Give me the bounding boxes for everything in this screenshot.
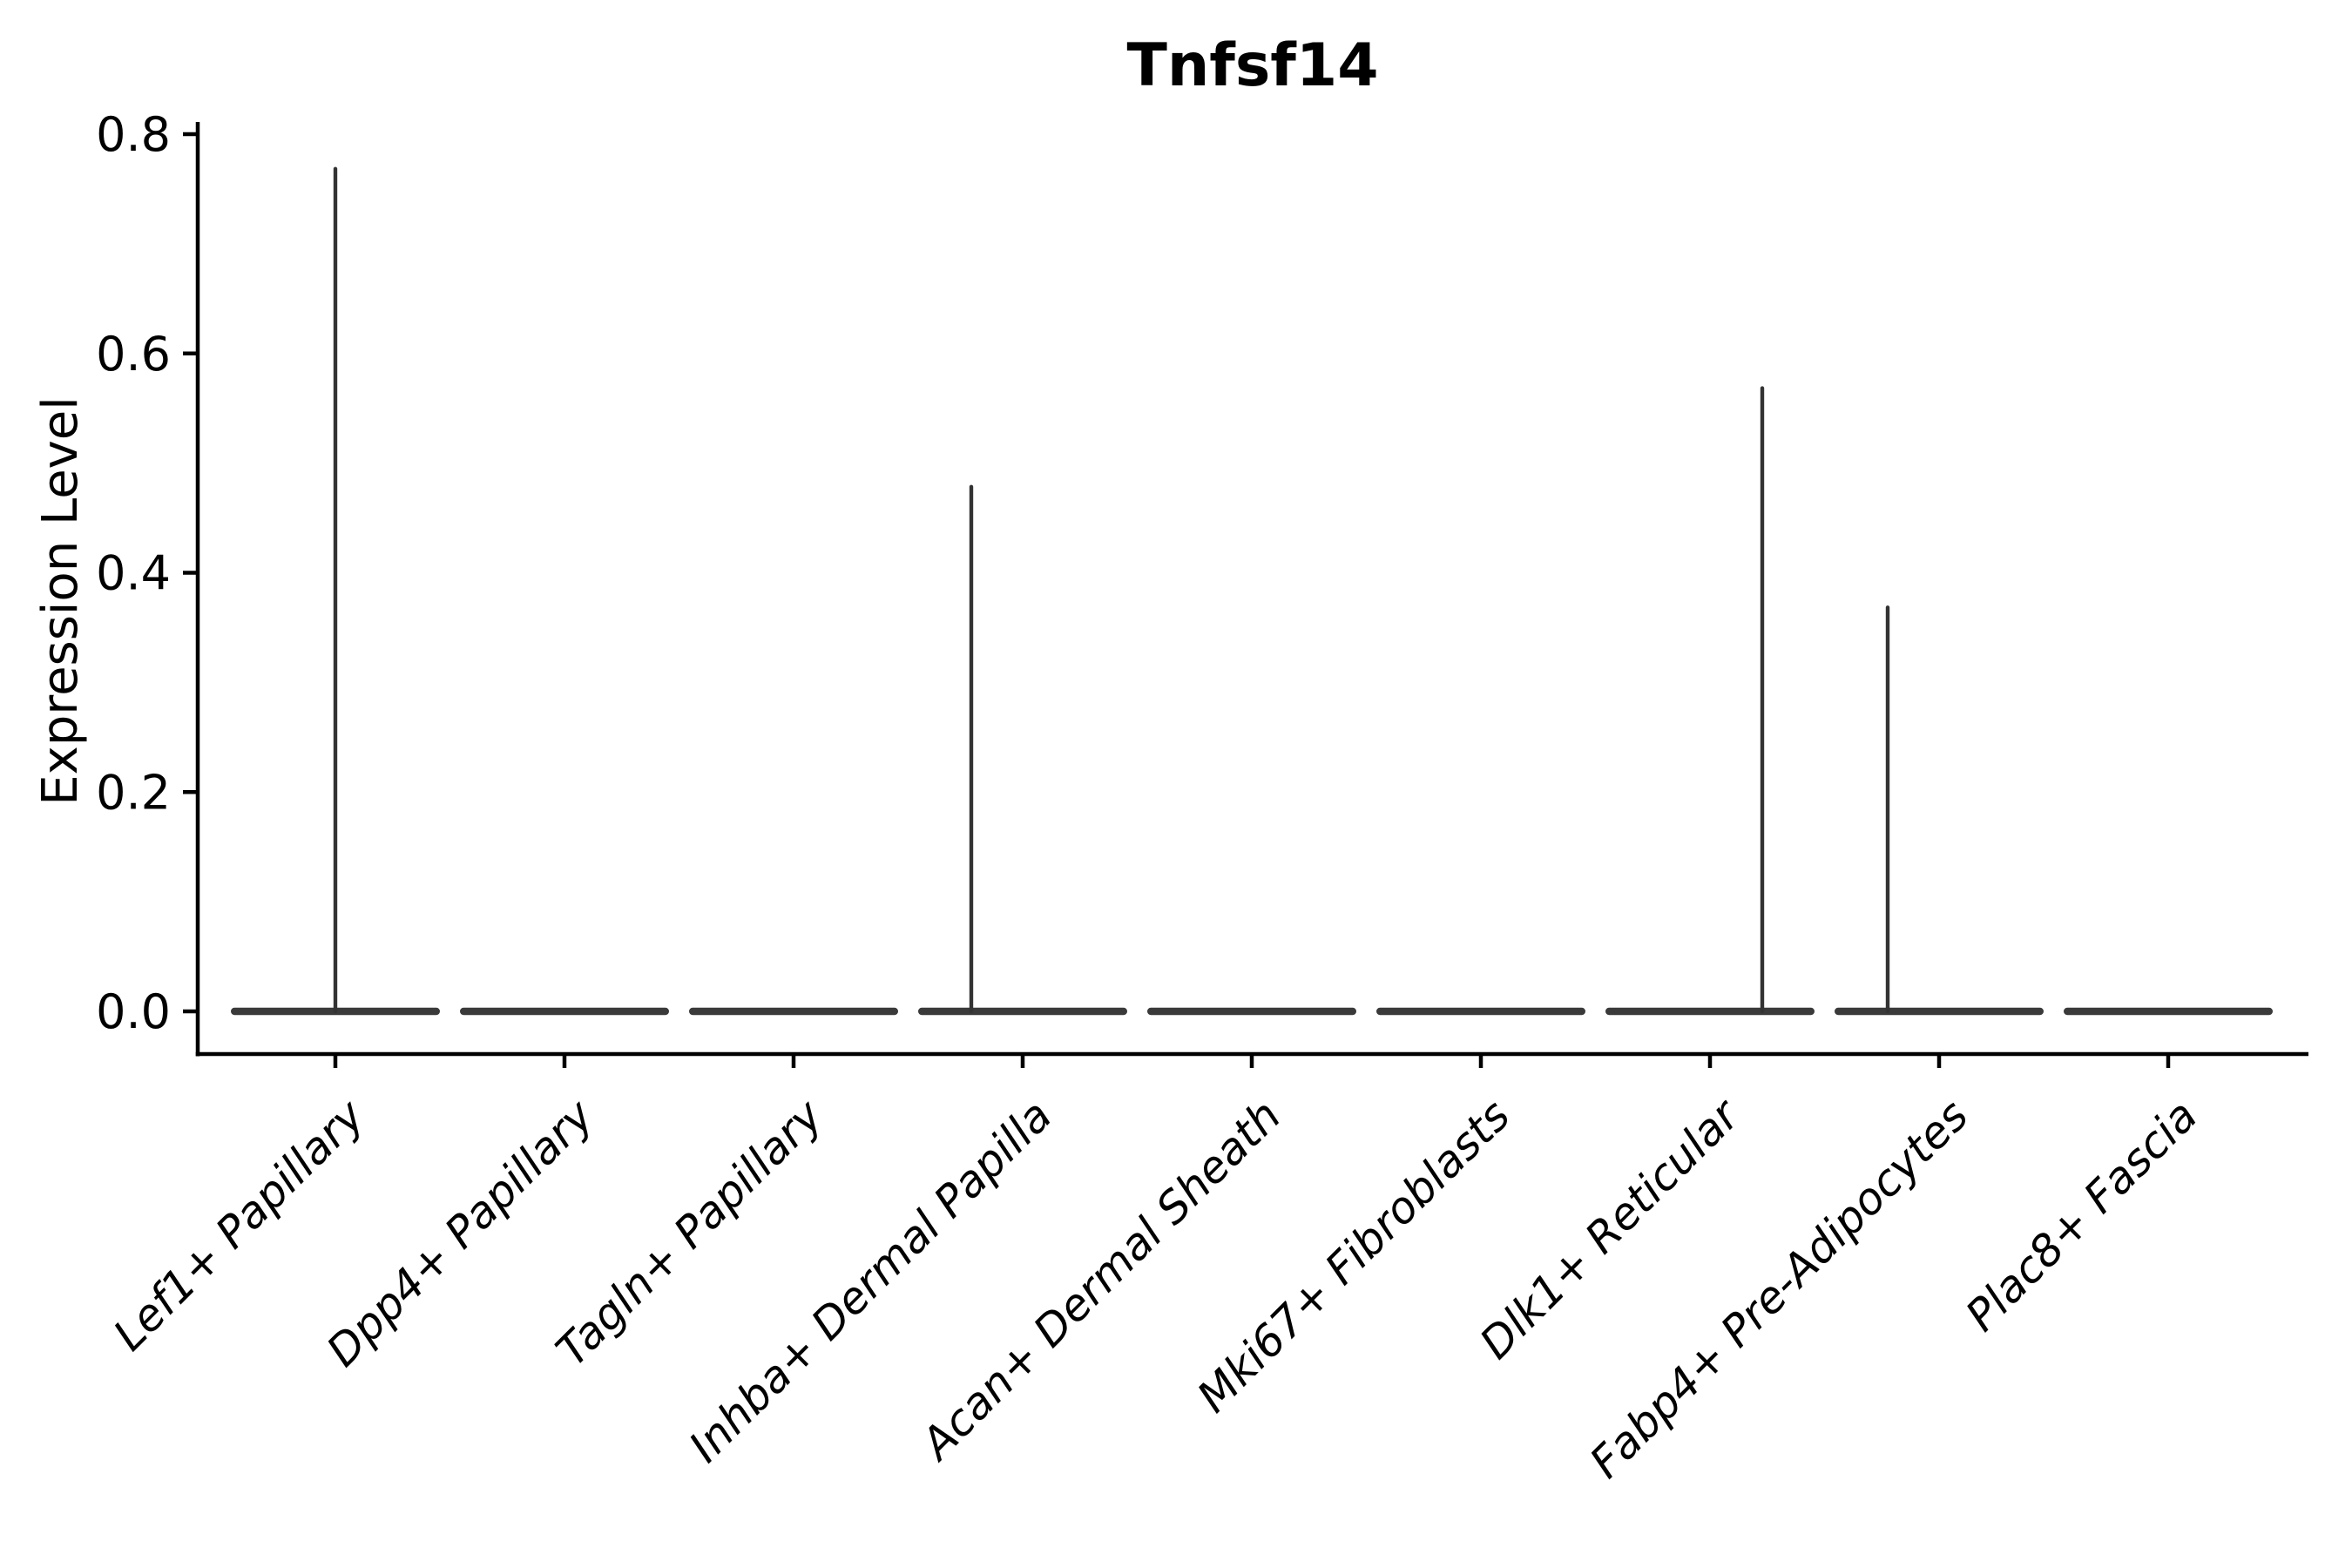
y-tick-label: 0.4 xyxy=(96,546,171,601)
violin xyxy=(1605,386,1815,1016)
violin-body xyxy=(689,1007,898,1016)
x-tick-label: Lef1+ Papillary xyxy=(104,1089,375,1360)
y-axis-label: Expression Level xyxy=(32,396,89,806)
violin-body xyxy=(1147,1007,1356,1016)
violin-body xyxy=(2064,1007,2273,1016)
violin xyxy=(2064,1007,2273,1016)
violin-body xyxy=(1376,1007,1585,1016)
violin xyxy=(689,1007,898,1016)
violin-body xyxy=(1605,1007,1815,1016)
violin xyxy=(1835,605,2044,1016)
violin xyxy=(918,484,1127,1016)
y-tick-label: 0.6 xyxy=(96,327,171,382)
y-axis-ticks: 0.0 0.2 0.4 0.6 0.8 xyxy=(96,107,198,1039)
violin xyxy=(231,166,440,1016)
x-tick-label: Inhba+ Dermal Papilla xyxy=(679,1090,1061,1471)
y-tick-label: 0.8 xyxy=(96,107,171,162)
y-tick-label: 0.0 xyxy=(96,984,171,1039)
violins-group xyxy=(231,166,2273,1016)
violin-body xyxy=(1835,1007,2044,1016)
chart-title: Tnfsf14 xyxy=(1126,31,1378,100)
x-tick-label: Acan+ Dermal Sheath xyxy=(910,1090,1291,1470)
x-tick-label: Fabp4+ Pre-Adipocytes xyxy=(1580,1090,1978,1488)
x-tick-label: Plac8+ Fascia xyxy=(1957,1090,2207,1341)
violin-body xyxy=(918,1007,1127,1016)
y-tick-label: 0.2 xyxy=(96,765,171,820)
violin xyxy=(1147,1007,1356,1016)
violin xyxy=(460,1007,669,1016)
violin xyxy=(1376,1007,1585,1016)
violin-body xyxy=(460,1007,669,1016)
